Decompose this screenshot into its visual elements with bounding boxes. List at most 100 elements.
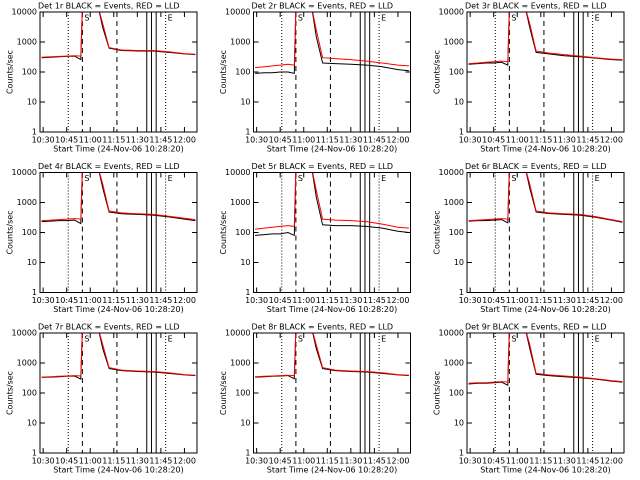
- series-line: [255, 172, 409, 237]
- plot-frame: [466, 332, 625, 454]
- panel: Det 1r BLACK = Events, RED = LLD Counts/s…: [6, 2, 198, 154]
- y-tick-label: 10000: [225, 168, 250, 177]
- y-axis-title: Counts/sec: [433, 371, 442, 415]
- x-axis-title: Start Time (24-Nov-06 10:28:20): [53, 145, 183, 154]
- x-tick-label: 10:30: [459, 457, 482, 466]
- y-tick-label: 10: [27, 258, 37, 267]
- x-axis-title: Start Time (24-Nov-06 10:28:20): [480, 145, 610, 154]
- event-label: E: [595, 14, 600, 23]
- y-tick-label: 100: [235, 68, 250, 77]
- x-tick-label: 11:30: [553, 457, 576, 466]
- x-tick-label: 11:30: [339, 136, 362, 145]
- event-label: S: [84, 14, 89, 23]
- x-tick-label: 11:45: [363, 457, 386, 466]
- y-axis-title: Counts/sec: [6, 210, 15, 254]
- series-line: [468, 333, 623, 387]
- x-tick-label: 10:45: [269, 296, 292, 305]
- series-line: [41, 333, 196, 378]
- x-tick-label: 10:45: [55, 296, 78, 305]
- y-axis-title: Counts/sec: [433, 50, 442, 94]
- y-tick-label: 10000: [439, 168, 464, 177]
- x-tick-label: 10:45: [269, 457, 292, 466]
- event-label: S: [298, 14, 303, 23]
- y-tick-label: 1000: [444, 38, 464, 47]
- chart-title: Det 3r BLACK = Events, RED = LLD: [465, 2, 607, 11]
- y-tick-label: 1000: [444, 198, 464, 207]
- y-tick-label: 1000: [17, 198, 37, 207]
- series-line: [468, 12, 623, 65]
- event-label: S: [298, 174, 303, 183]
- chart-title: Det 1r BLACK = Events, RED = LLD: [38, 2, 180, 11]
- x-tick-label: 11:30: [126, 136, 149, 145]
- panel: Det 8r BLACK = Events, RED = LLD Counts/s…: [219, 323, 411, 475]
- event-label: E: [381, 174, 386, 183]
- panel: Det 6r BLACK = Events, RED = LLD Counts/s…: [433, 162, 625, 314]
- y-tick-label: 1: [245, 288, 250, 297]
- x-tick-label: 11:15: [529, 136, 552, 145]
- x-tick-label: 10:30: [459, 136, 482, 145]
- x-tick-label: 10:30: [32, 457, 55, 466]
- event-label: S: [84, 174, 89, 183]
- x-tick-label: 12:00: [386, 296, 409, 305]
- x-tick-label: 11:15: [316, 136, 339, 145]
- series-line: [468, 12, 623, 66]
- y-tick-label: 10000: [225, 8, 250, 17]
- x-tick-label: 11:45: [149, 457, 172, 466]
- x-axis-title: Start Time (24-Nov-06 10:28:20): [267, 466, 397, 475]
- chart-title: Det 8r BLACK = Events, RED = LLD: [252, 323, 394, 332]
- event-label: S: [511, 335, 516, 344]
- chart-title: Det 5r BLACK = Events, RED = LLD: [252, 162, 394, 171]
- x-axis-title: Start Time (24-Nov-06 10:28:20): [267, 145, 397, 154]
- y-tick-label: 100: [449, 68, 464, 77]
- x-tick-label: 10:30: [459, 296, 482, 305]
- chart-title: Det 9r BLACK = Events, RED = LLD: [465, 323, 607, 332]
- y-tick-label: 10000: [12, 329, 37, 338]
- series-line: [468, 333, 623, 384]
- x-tick-label: 11:30: [553, 136, 576, 145]
- y-tick-label: 10: [27, 419, 37, 428]
- event-label: E: [168, 14, 173, 23]
- y-tick-label: 1000: [17, 359, 37, 368]
- x-tick-label: 11:15: [316, 457, 339, 466]
- plot-frame: [253, 172, 411, 293]
- y-tick-label: 10: [240, 419, 250, 428]
- x-tick-label: 10:30: [245, 136, 268, 145]
- y-axis-title: Counts/sec: [433, 210, 442, 254]
- y-tick-label: 1: [459, 128, 464, 137]
- event-label: S: [84, 335, 89, 344]
- x-tick-label: 11:30: [339, 457, 362, 466]
- x-axis-title: Start Time (24-Nov-06 10:28:20): [267, 305, 397, 314]
- event-label: S: [298, 335, 303, 344]
- x-tick-label: 12:00: [173, 136, 196, 145]
- series-line: [41, 12, 196, 58]
- y-tick-label: 10000: [439, 8, 464, 17]
- x-tick-label: 11:45: [363, 136, 386, 145]
- series-line: [255, 333, 409, 378]
- x-tick-label: 10:45: [482, 457, 505, 466]
- x-tick-label: 11:30: [126, 296, 149, 305]
- y-axis-title: Counts/sec: [6, 50, 15, 94]
- series-line: [468, 172, 623, 224]
- x-tick-label: 10:45: [55, 136, 78, 145]
- x-tick-label: 10:45: [269, 136, 292, 145]
- x-tick-label: 10:30: [245, 296, 268, 305]
- y-tick-label: 1000: [444, 359, 464, 368]
- y-tick-label: 10: [240, 258, 250, 267]
- event-label: E: [381, 14, 386, 23]
- panel: Det 5r BLACK = Events, RED = LLD Counts/s…: [219, 162, 411, 314]
- chart-title: Det 7r BLACK = Events, RED = LLD: [38, 323, 180, 332]
- x-tick-label: 12:00: [173, 457, 196, 466]
- y-tick-label: 1000: [230, 38, 250, 47]
- event-label: E: [595, 174, 600, 183]
- x-tick-label: 10:30: [245, 457, 268, 466]
- plot-frame: [253, 11, 411, 133]
- event-label: S: [511, 14, 516, 23]
- x-tick-label: 11:45: [576, 136, 599, 145]
- panel: Det 9r BLACK = Events, RED = LLD Counts/s…: [433, 323, 625, 475]
- y-tick-label: 10: [454, 419, 464, 428]
- x-axis-title: Start Time (24-Nov-06 10:28:20): [53, 305, 183, 314]
- y-tick-label: 100: [22, 68, 37, 77]
- series-line: [255, 12, 409, 69]
- x-tick-label: 11:30: [126, 457, 149, 466]
- x-tick-label: 11:00: [79, 457, 102, 466]
